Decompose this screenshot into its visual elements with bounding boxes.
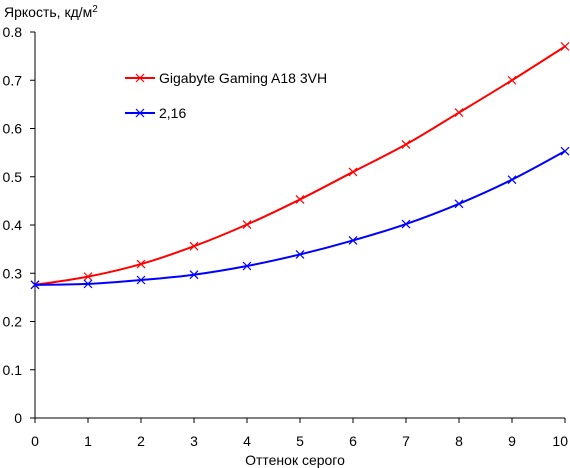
legend-marker (135, 108, 145, 118)
series-layer (30, 42, 570, 290)
data-point-marker (348, 167, 358, 177)
data-point-marker (401, 219, 411, 229)
data-point-marker (242, 220, 252, 229)
data-point-marker (454, 199, 464, 209)
y-tick-label: 0.2 (3, 314, 23, 330)
x-axis-ticks: 0 1 2 3 4 5 6 7 8 9 10 (31, 418, 568, 449)
data-point-marker (454, 108, 464, 118)
x-tick-label: 6 (349, 433, 357, 449)
data-point-marker (189, 241, 199, 251)
y-tick-label: 0.3 (3, 265, 23, 281)
x-tick-label: 5 (296, 433, 304, 449)
x-axis-title: Оттенок серого (245, 452, 345, 468)
x-tick-label: 7 (402, 433, 410, 449)
x-tick-label: 3 (190, 433, 198, 449)
legend-marker (135, 73, 145, 83)
data-point-marker (507, 175, 517, 185)
y-tick-label: 0.7 (3, 72, 23, 88)
data-point-marker (83, 272, 93, 282)
y-tick-label: 0.1 (3, 362, 23, 378)
x-tick-label: 8 (455, 433, 463, 449)
data-point-marker (348, 236, 358, 245)
data-point-marker (30, 280, 40, 290)
x-tick-label: 0 (31, 433, 39, 449)
x-tick-label: 2 (137, 433, 145, 449)
legend: Gigabyte Gaming A18 3VH 2,16 (125, 70, 327, 121)
data-point-marker (401, 139, 411, 149)
legend-label: 2,16 (159, 105, 186, 121)
y-tick-label: 0 (14, 410, 22, 426)
y-axis-ticks: 0 0.1 0.2 0.3 0.4 0.5 0.6 0.7 0.8 (3, 24, 35, 426)
data-point-marker (136, 259, 146, 269)
data-point-marker (189, 270, 199, 280)
x-tick-label: 9 (508, 433, 516, 449)
data-point-marker (295, 250, 305, 259)
y-tick-label: 0.8 (3, 24, 23, 40)
series-2 (30, 146, 570, 290)
legend-label: Gigabyte Gaming A18 3VH (159, 70, 327, 86)
x-tick-label: 4 (243, 433, 251, 449)
data-point-marker (560, 42, 570, 51)
data-point-marker (560, 146, 570, 156)
data-point-marker (507, 75, 517, 85)
y-tick-label: 0.5 (3, 169, 23, 185)
series-line (34, 150, 566, 286)
data-point-marker (83, 279, 93, 289)
legend-item: 2,16 (125, 105, 186, 121)
x-tick-label: 1 (84, 433, 92, 449)
x-tick-label: 10 (552, 433, 568, 449)
legend-item: Gigabyte Gaming A18 3VH (125, 70, 327, 86)
y-tick-label: 0.6 (3, 121, 23, 137)
data-point-marker (136, 275, 146, 285)
data-point-marker (242, 261, 252, 271)
y-axis-title: Яркость, кд/м2 (4, 4, 98, 21)
data-point-marker (295, 195, 305, 204)
y-tick-label: 0.4 (3, 217, 23, 233)
